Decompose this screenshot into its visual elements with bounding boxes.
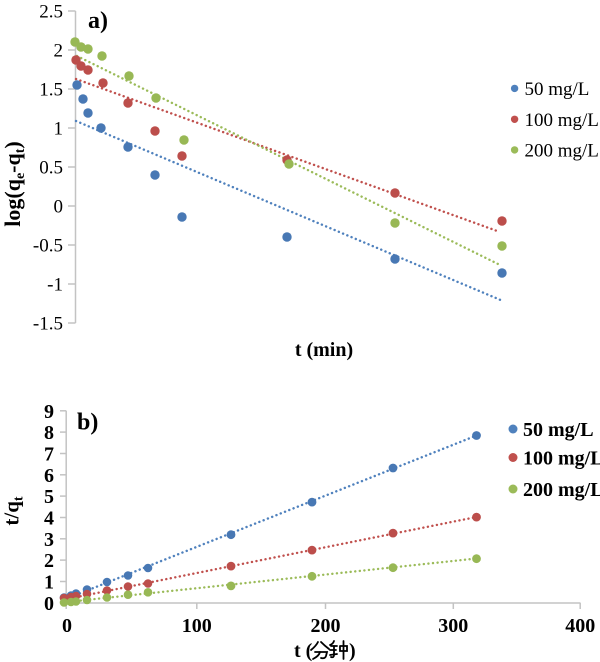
svg-text:100: 100 (182, 615, 212, 637)
svg-text:8: 8 (44, 422, 54, 444)
svg-text:400: 400 (565, 615, 595, 637)
svg-text:200 mg/L: 200 mg/L (523, 479, 600, 501)
svg-text:3: 3 (44, 529, 54, 551)
svg-text:-0.5: -0.5 (33, 236, 63, 257)
svg-text:50 mg/L: 50 mg/L (523, 419, 594, 441)
svg-text:-1.5: -1.5 (33, 314, 63, 335)
svg-text:t (: t ( (294, 640, 313, 662)
svg-text:7: 7 (44, 444, 54, 466)
svg-text:200: 200 (311, 615, 341, 637)
svg-text:5: 5 (44, 486, 54, 508)
svg-text:1.5: 1.5 (39, 80, 63, 101)
svg-text:4: 4 (44, 508, 54, 530)
svg-text:50 mg/L: 50 mg/L (525, 79, 590, 100)
svg-text:2.5: 2.5 (39, 2, 63, 23)
svg-text:300: 300 (438, 615, 468, 637)
svg-text:0: 0 (62, 615, 72, 637)
svg-text:t (min): t (min) (295, 339, 353, 361)
svg-text:2: 2 (54, 41, 64, 62)
svg-text:6: 6 (44, 465, 54, 487)
svg-text:1: 1 (44, 572, 54, 594)
svg-text:0: 0 (44, 593, 54, 615)
svg-text:0.5: 0.5 (39, 158, 63, 179)
svg-text:-1: -1 (47, 275, 63, 296)
svg-text:9: 9 (44, 401, 54, 423)
svg-text:log(qe-qt): log(qe-qt) (0, 141, 28, 226)
svg-text:2: 2 (44, 550, 54, 572)
svg-text:100 mg/L: 100 mg/L (523, 448, 600, 470)
svg-text:0: 0 (54, 197, 64, 218)
svg-text:1: 1 (54, 119, 64, 140)
svg-text:b): b) (77, 410, 98, 436)
svg-text:200 mg/L: 200 mg/L (525, 140, 599, 161)
svg-text:): ) (349, 640, 356, 662)
svg-text:100 mg/L: 100 mg/L (525, 110, 599, 131)
svg-text:a): a) (88, 8, 108, 34)
